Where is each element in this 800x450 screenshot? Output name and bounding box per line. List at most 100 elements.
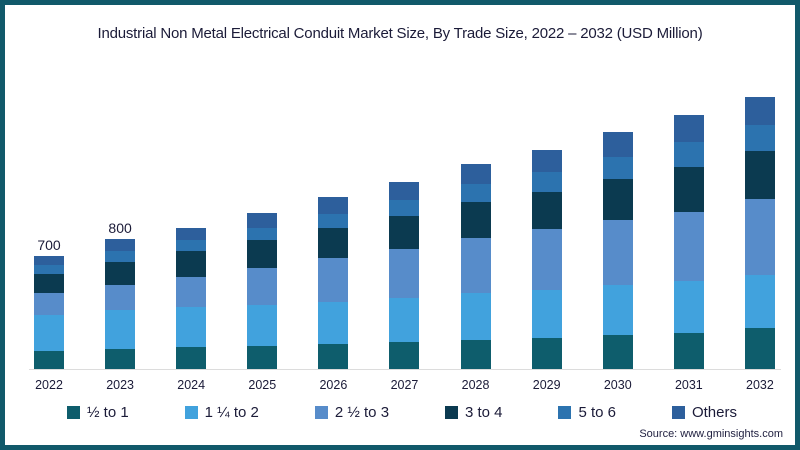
x-tick-label: 2027 [390,378,419,392]
bar-segment-5-to-6 [105,251,136,263]
legend-swatch-icon [671,406,685,419]
bar-segment-1-¼-to-2 [744,275,775,329]
bar-segment-5-to-6 [247,227,278,241]
source-note: Source: www.gminsights.com [639,428,783,440]
x-tick-label: 2032 [746,378,774,392]
bar-segment-5-to-6 [744,124,775,151]
legend-label: Others [691,404,737,421]
bar-segment-3-to-4 [673,167,704,212]
bar-segment-1-¼-to-2 [460,293,491,340]
bar-segment-1-¼-to-2 [105,310,136,349]
bar-segment-½-to-1 [34,350,64,370]
bar-segment-5-to-6 [531,171,562,192]
bar-segment-Others [105,239,136,252]
bar-2024: 2024 [176,227,207,392]
bar-segment-1-¼-to-2 [176,307,207,348]
bar-segment-Others [744,96,775,125]
bar-segment-½-to-1 [602,335,633,370]
legend-label: 2 ½ to 3 [334,404,390,421]
bar-segment-3-to-4 [460,202,491,238]
legend-swatch-icon [184,406,198,419]
bar-segment-5-to-6 [673,142,704,168]
legend-item-1-¼-to-2: 1 ¼ to 2 [184,404,259,421]
bar-segment-1-¼-to-2 [602,284,633,336]
bar-segment-1-¼-to-2 [673,280,704,333]
bar-segment-Others [531,150,562,172]
bar-segment-5-to-6 [460,184,491,203]
bar-2028: 2028 [460,163,491,392]
bar-segment-3-to-4 [176,251,207,277]
bar-segment-2-½-to-3 [105,284,136,311]
bar-segment-1-¼-to-2 [34,314,64,351]
bar-value-label: 800 [108,220,132,237]
bar-2027: 2027 [389,181,420,392]
bar-segment-2-½-to-3 [460,237,491,294]
legend-swatch-icon [314,406,328,419]
bar-segment-½-to-1 [460,339,491,370]
bar-segment-½-to-1 [247,345,278,370]
x-tick-label: 2023 [106,378,134,392]
bar-segment-1-¼-to-2 [531,289,562,338]
x-tick-label: 2026 [319,378,348,392]
x-tick-label: 2028 [461,378,490,392]
bar-2023: 800 2023 [105,220,136,392]
bar-segment-½-to-1 [318,344,349,370]
legend-label: ½ to 1 [87,404,129,421]
plot-area: 700 2022 800 2023 2024 2025 2026 2027 2028 2029 20… [34,70,775,392]
bar-segment-1-¼-to-2 [389,297,420,343]
bar-segment-5-to-6 [176,239,207,252]
bar-segment-½-to-1 [105,348,136,370]
bar-segment-½-to-1 [176,347,207,370]
legend-label: 5 to 6 [578,404,617,421]
bar-segment-3-to-4 [602,178,633,220]
bar-segment-5-to-6 [602,156,633,179]
x-axis-line [29,369,781,370]
x-tick-label: 2031 [674,378,703,392]
bar-segment-1-¼-to-2 [318,301,349,345]
x-tick-label: 2022 [35,378,63,392]
legend-item-3-to-4: 3 to 4 [445,404,503,421]
bar-segment-3-to-4 [247,240,278,269]
bar-segment-2-½-to-3 [673,211,704,281]
bar-value-label: 700 [37,236,61,253]
bar-segment-2-½-to-3 [389,248,420,298]
legend-item-2-½-to-3: 2 ½ to 3 [314,404,390,421]
bar-2032: 2032 [744,96,775,392]
legend-item-Others: Others [671,404,737,421]
bar-segment-Others [247,213,278,228]
bar-2029: 2029 [531,150,562,392]
bar-segment-3-to-4 [744,150,775,200]
bar-segment-3-to-4 [531,191,562,230]
bar-segment-½-to-1 [389,342,420,370]
legend-swatch-icon [558,406,572,419]
bar-segment-Others [460,163,491,185]
bar-segment-2-½-to-3 [531,229,562,290]
bar-2022: 700 2022 [34,237,64,392]
bar-segment-Others [176,227,207,240]
x-tick-label: 2029 [532,378,561,392]
bar-segment-5-to-6 [318,213,349,229]
bar-segment-Others [34,255,64,266]
bar-segment-1-¼-to-2 [247,304,278,346]
bar-segment-½-to-1 [744,328,775,370]
bar-segment-Others [673,114,704,143]
bar-segment-3-to-4 [318,228,349,259]
bar-2030: 2030 [602,132,633,392]
legend-label: 3 to 4 [465,404,503,421]
bar-segment-3-to-4 [34,273,64,294]
bar-2025: 2025 [247,213,278,392]
x-tick-label: 2024 [177,378,206,392]
bar-segment-2-½-to-3 [176,276,207,308]
bar-segment-2-½-to-3 [744,199,775,276]
chart-title: Industrial Non Metal Electrical Conduit … [97,25,703,42]
legend: ½ to 1 1 ¼ to 2 2 ½ to 3 3 to 4 5 to 6 Others [67,404,737,421]
legend-label: 1 ¼ to 2 [204,404,259,421]
bar-segment-2-½-to-3 [602,219,633,285]
bar-2031: 2031 [673,114,704,392]
legend-item-5-to-6: 5 to 6 [558,404,616,421]
bar-segment-Others [318,197,349,214]
bar-segment-3-to-4 [105,262,136,285]
bar-segment-2-½-to-3 [247,268,278,305]
x-tick-label: 2030 [603,378,632,392]
